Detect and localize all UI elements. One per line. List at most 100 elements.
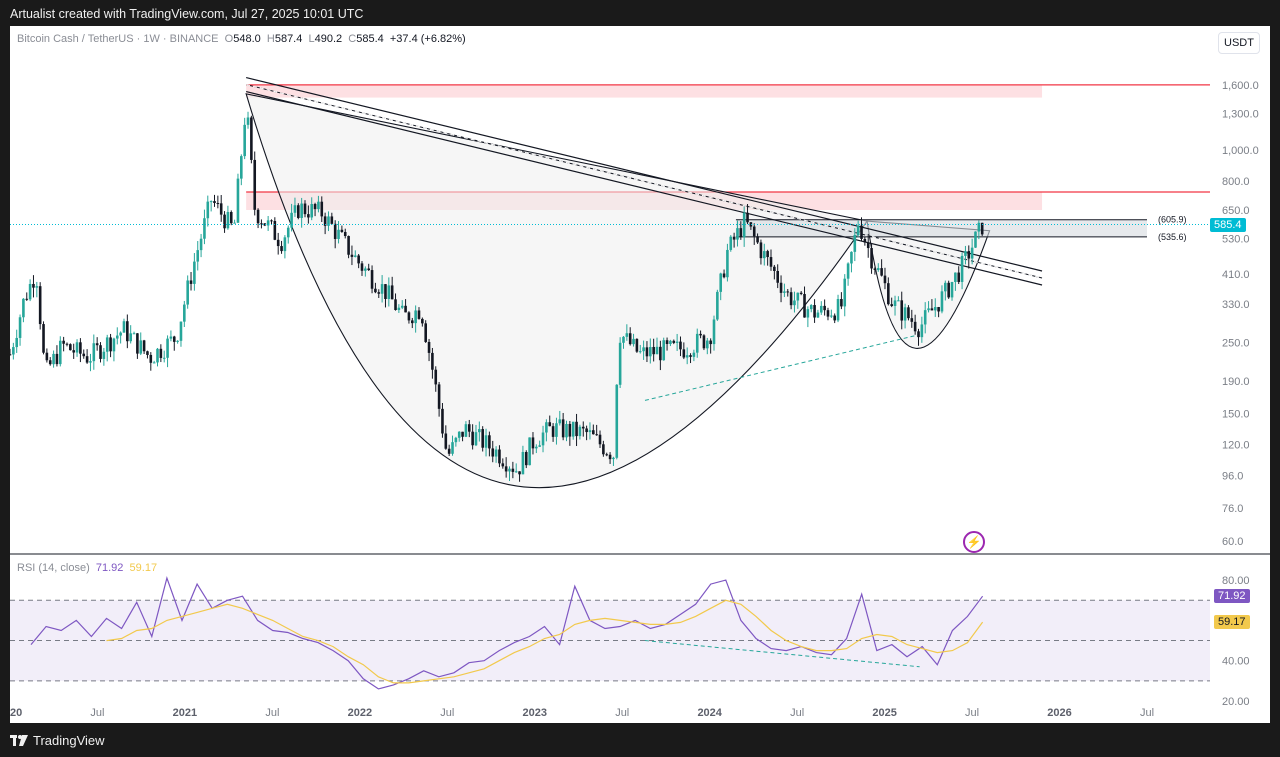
candle [940, 291, 944, 312]
candle [521, 452, 525, 475]
breakout-zone [735, 219, 1147, 237]
candle [843, 278, 847, 307]
low-value: 490.2 [314, 33, 343, 45]
candle [632, 338, 635, 345]
candle [380, 284, 384, 294]
candle [826, 310, 830, 317]
candle [977, 222, 981, 232]
price-axis-label: 410.0 [1222, 269, 1250, 281]
candle [682, 349, 686, 358]
candle [370, 270, 374, 289]
candle [655, 346, 659, 355]
candle [645, 347, 649, 357]
candle [900, 300, 904, 321]
candle [860, 225, 863, 239]
candle [873, 268, 877, 270]
rsi-ma-value: 59.17 [129, 562, 158, 574]
candle [856, 225, 860, 235]
candle [840, 299, 843, 307]
currency-selector[interactable]: USDT [1218, 32, 1260, 54]
price-axis-label: 650.0 [1222, 205, 1250, 217]
candle [739, 228, 743, 238]
candle [712, 319, 716, 345]
candle [659, 346, 662, 361]
candle [954, 272, 957, 282]
candle [162, 357, 166, 359]
candle [796, 292, 800, 301]
tradingview-brand[interactable]: TradingView [10, 733, 105, 748]
candle [488, 435, 491, 449]
candle [548, 422, 552, 427]
candle [887, 283, 890, 305]
candle [809, 305, 813, 310]
chart-panel[interactable]: (605.9) (535.6) 1,600.0 1,300.0 1,000.0 800.0… [10, 26, 1270, 723]
candle [62, 340, 65, 344]
candle [434, 369, 438, 385]
candle [136, 333, 139, 354]
candle [28, 283, 32, 300]
price-chart[interactable]: (605.9) (535.6) 1,600.0 1,300.0 1,000.0 800.0… [10, 26, 1270, 723]
candle [679, 341, 682, 350]
candle [256, 209, 260, 224]
price-axis-label: 190.0 [1222, 376, 1250, 388]
rsi-axis-label: 20.00 [1222, 696, 1250, 708]
candle [746, 212, 749, 223]
candle [870, 248, 873, 269]
candle [786, 291, 790, 293]
candle [950, 281, 954, 298]
candle [662, 340, 666, 361]
candle [149, 354, 153, 363]
candle [166, 338, 169, 358]
candle [129, 333, 132, 342]
candle [974, 231, 977, 248]
candle [628, 333, 632, 345]
candle [524, 452, 528, 466]
candle [250, 117, 253, 160]
candle [353, 255, 357, 257]
candle [407, 312, 411, 321]
rsi-ma-tag: 59.17 [1214, 615, 1250, 630]
candle [846, 263, 850, 279]
candle [333, 223, 337, 239]
rsi-label: RSI (14, close) [17, 562, 90, 574]
candle [719, 273, 723, 292]
candle [246, 117, 250, 125]
candle [923, 310, 927, 325]
candle [561, 419, 565, 438]
candle [186, 280, 189, 305]
candle [35, 286, 39, 288]
candle [404, 305, 407, 313]
candle [783, 291, 786, 293]
price-axis-label: 1,600.0 [1222, 80, 1259, 92]
candle [766, 251, 769, 258]
time-axis-label: 2024 [697, 707, 722, 719]
price-axis-label: 250.0 [1222, 338, 1250, 350]
candle [156, 348, 159, 363]
candle [752, 226, 756, 237]
candle [880, 268, 883, 276]
candle [337, 229, 340, 239]
candle [213, 201, 216, 204]
candle [273, 220, 277, 240]
candle [384, 284, 387, 299]
candle [866, 242, 870, 249]
candle [672, 340, 676, 343]
time-axis-label: 2025 [872, 707, 896, 719]
lightning-icon[interactable]: ⚡ [963, 531, 985, 553]
candle [79, 342, 82, 354]
candle [876, 268, 880, 270]
rsi-line [30, 576, 984, 690]
candle [270, 220, 273, 222]
candle [303, 203, 307, 215]
candle [109, 337, 112, 352]
candle [444, 433, 448, 449]
candle [893, 300, 897, 306]
candle [467, 424, 471, 432]
candle [142, 340, 146, 352]
candle [82, 353, 86, 357]
candle [622, 336, 625, 343]
candle [511, 468, 515, 472]
candle [387, 285, 391, 299]
candle [266, 220, 270, 226]
candle [276, 239, 280, 247]
